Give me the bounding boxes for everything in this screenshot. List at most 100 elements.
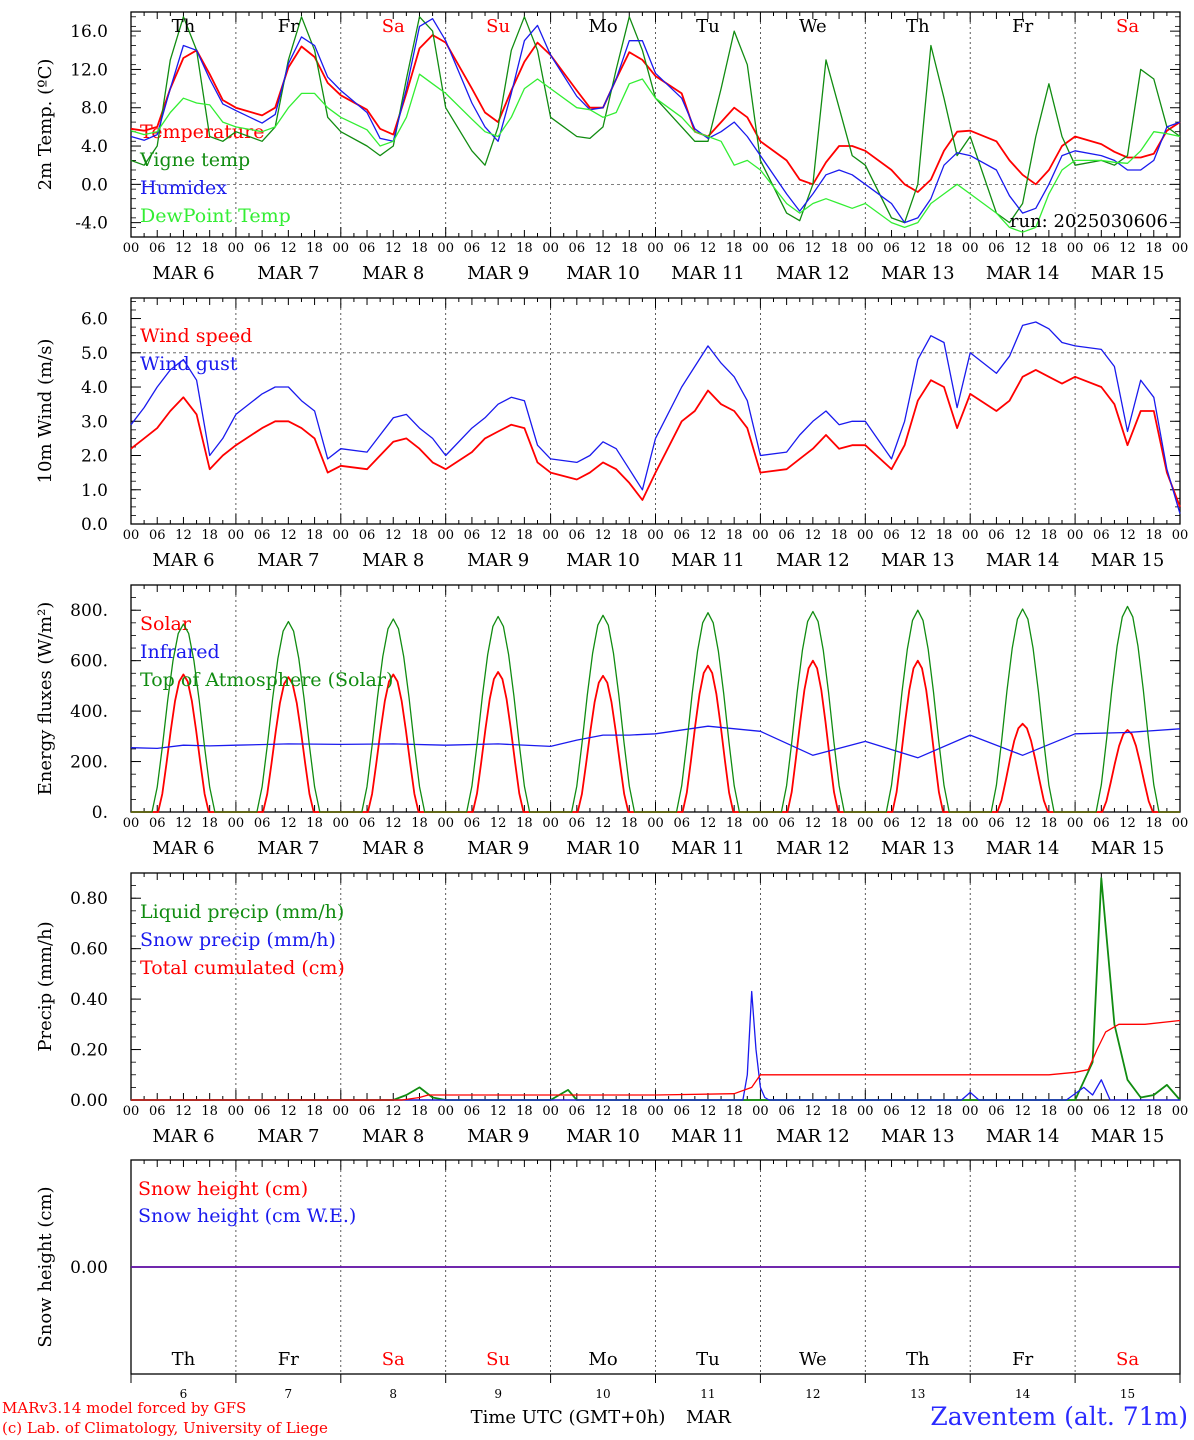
hour-tick-label: 06 <box>673 816 690 831</box>
date-label: MAR 15 <box>1091 838 1165 859</box>
hour-tick-label: 00 <box>857 1104 874 1119</box>
day-number-label: 11 <box>700 1387 715 1401</box>
y-axis-label: Precip (mm/h) <box>35 921 56 1051</box>
hour-tick-label: 12 <box>700 816 717 831</box>
hour-tick-label: 12 <box>700 528 717 543</box>
y-tick-label: 600. <box>70 652 108 672</box>
hour-tick-label: 06 <box>778 241 795 256</box>
hour-tick-label: 06 <box>988 1104 1005 1119</box>
hour-tick-label: 18 <box>1041 241 1058 256</box>
hour-tick-label: 12 <box>595 241 612 256</box>
hour-tick-label: 12 <box>175 241 192 256</box>
series-line-temperature-0 <box>130 34 1181 193</box>
hour-tick-label: 18 <box>726 528 743 543</box>
hour-tick-label: 12 <box>909 816 926 831</box>
date-label: MAR 6 <box>152 1126 214 1147</box>
hour-tick-label: 18 <box>621 1104 638 1119</box>
weekday-label: Fr <box>278 16 299 37</box>
hour-tick-label: 00 <box>752 528 769 543</box>
weekday-label: Tu <box>696 16 720 37</box>
series-line-wind-1 <box>130 321 1181 514</box>
date-label: MAR 14 <box>986 263 1060 284</box>
hour-tick-label: 00 <box>857 528 874 543</box>
model-credit: MARv3.14 model forced by GFS <box>2 1399 247 1417</box>
hour-tick-label: 12 <box>175 528 192 543</box>
hour-tick-label: 18 <box>621 528 638 543</box>
hour-tick-label: 06 <box>464 528 481 543</box>
date-label: MAR 12 <box>776 550 850 571</box>
hour-tick-label: 00 <box>228 1104 245 1119</box>
hour-tick-label: 00 <box>123 1104 140 1119</box>
date-label: MAR 6 <box>152 838 214 859</box>
day-number-label: 6 <box>180 1387 188 1401</box>
weekday-label: Su <box>486 1349 510 1370</box>
hour-tick-label: 12 <box>1119 1104 1136 1119</box>
hour-tick-label: 00 <box>647 816 664 831</box>
hour-tick-label: 18 <box>1146 1104 1163 1119</box>
series-line-precip-1 <box>131 990 1180 1101</box>
hour-tick-label: 06 <box>254 1104 271 1119</box>
date-label: MAR 14 <box>986 838 1060 859</box>
hour-tick-label: 12 <box>595 816 612 831</box>
weekday-label: Su <box>486 16 510 37</box>
hour-tick-label: 18 <box>411 1104 428 1119</box>
hour-tick-label: 18 <box>516 816 533 831</box>
hour-tick-label: 12 <box>175 816 192 831</box>
date-label: MAR 7 <box>257 1126 319 1147</box>
y-tick-label: 0.20 <box>70 1041 108 1061</box>
day-number-label: 8 <box>389 1387 397 1401</box>
hour-tick-label: 06 <box>988 528 1005 543</box>
date-label: MAR 10 <box>566 263 640 284</box>
hour-tick-label: 06 <box>673 241 690 256</box>
hour-tick-label: 18 <box>936 816 953 831</box>
y-axis-label: Energy fluxes (W/m²) <box>35 602 56 796</box>
hour-tick-label: 12 <box>805 528 822 543</box>
y-tick-label: 0.00 <box>70 1258 108 1278</box>
y-tick-label: 0.00 <box>70 1091 108 1111</box>
date-label: MAR 7 <box>257 263 319 284</box>
hour-tick-label: 06 <box>883 816 900 831</box>
station-title: Zaventem (alt. 71m) <box>930 1402 1188 1431</box>
hour-tick-label: 00 <box>962 528 979 543</box>
hour-tick-label: 18 <box>411 816 428 831</box>
hour-tick-label: 12 <box>280 241 297 256</box>
hour-tick-label: 18 <box>516 1104 533 1119</box>
hour-tick-label: 06 <box>254 241 271 256</box>
hour-tick-label: 12 <box>909 1104 926 1119</box>
hour-tick-label: 06 <box>778 528 795 543</box>
legend-entry: Liquid precip (mm/h) <box>140 901 344 923</box>
hour-tick-label: 00 <box>752 241 769 256</box>
hour-tick-label: 06 <box>883 528 900 543</box>
hour-tick-label: 18 <box>831 1104 848 1119</box>
hour-tick-label: 18 <box>621 241 638 256</box>
date-label: MAR 11 <box>671 1126 745 1147</box>
legend-entry: Snow height (cm) <box>138 1178 308 1200</box>
legend-entry: Solar <box>140 613 192 635</box>
weekday-label: Sa <box>382 1349 405 1370</box>
hour-tick-label: 12 <box>175 1104 192 1119</box>
hour-tick-label: 06 <box>673 528 690 543</box>
hour-tick-label: 06 <box>464 1104 481 1119</box>
date-label: MAR 9 <box>467 263 529 284</box>
weekday-label: Mo <box>588 1349 617 1370</box>
hour-tick-label: 06 <box>1093 1104 1110 1119</box>
hour-tick-label: 12 <box>909 241 926 256</box>
date-label: MAR 7 <box>257 550 319 571</box>
weekday-label: Th <box>906 16 930 37</box>
hour-tick-label: 06 <box>569 816 586 831</box>
y-tick-label: 200. <box>70 753 108 773</box>
y-tick-label: 4.0 <box>81 378 108 398</box>
hour-tick-label: 12 <box>490 1104 507 1119</box>
hour-tick-label: 06 <box>988 816 1005 831</box>
legend-entry: Top of Atmosphere (Solar) <box>140 669 393 691</box>
hour-tick-label: 12 <box>700 1104 717 1119</box>
y-tick-label: 8.0 <box>81 99 108 119</box>
x-axis-month-label: MAR <box>686 1407 731 1428</box>
hour-tick-label: 00 <box>542 241 559 256</box>
hour-tick-label: 18 <box>201 528 218 543</box>
hour-tick-label: 18 <box>516 528 533 543</box>
hour-tick-label: 06 <box>254 528 271 543</box>
x-axis-label: Time UTC (GMT+0h) <box>471 1407 666 1428</box>
lab-credit: (c) Lab. of Climatology, University of L… <box>2 1419 328 1437</box>
